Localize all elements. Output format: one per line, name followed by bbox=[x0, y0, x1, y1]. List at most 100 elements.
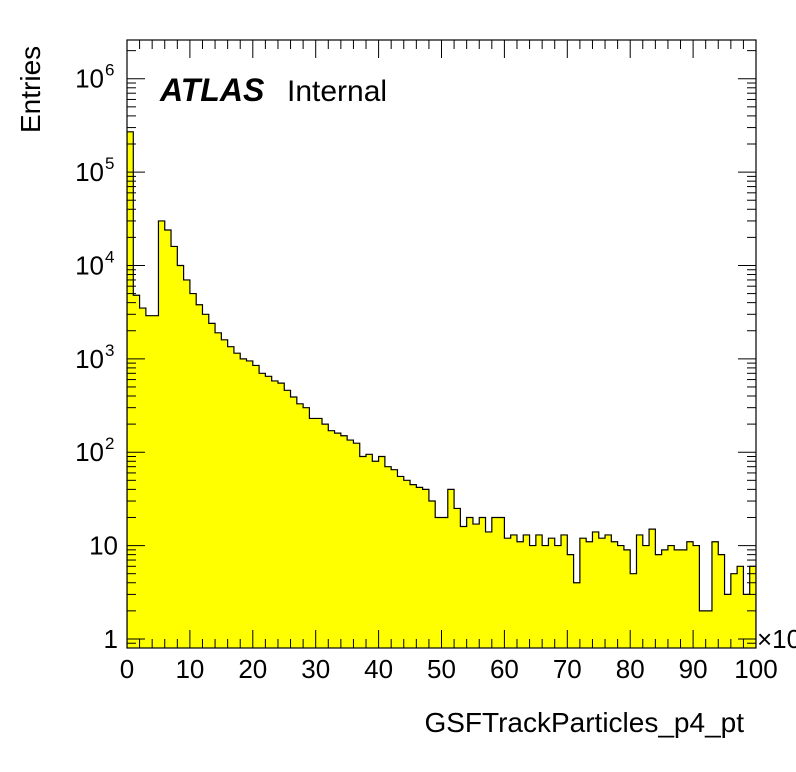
histogram-bin bbox=[271, 380, 279, 648]
histogram-bin bbox=[133, 295, 140, 648]
x-axis-tick-labels: 0 10 20 30 40 50 60 70 80 90 100 bbox=[120, 654, 778, 684]
histogram-bin bbox=[359, 456, 367, 648]
histogram-bin bbox=[384, 466, 392, 648]
histogram-bin bbox=[548, 538, 556, 648]
histogram-bin bbox=[227, 346, 235, 648]
y-tick-label: 10 bbox=[75, 64, 104, 94]
histogram-bin bbox=[504, 538, 512, 648]
y-tick-label: 10 bbox=[75, 157, 104, 187]
histogram-bin bbox=[321, 424, 329, 648]
histogram-bin bbox=[466, 517, 474, 648]
histogram-bin bbox=[542, 545, 549, 648]
histogram-bin bbox=[630, 573, 637, 648]
y-tick-label: 10 bbox=[75, 250, 104, 280]
histogram-bin bbox=[730, 573, 738, 648]
y-tick-exponent: 3 bbox=[105, 341, 114, 360]
histogram-bin bbox=[598, 538, 606, 648]
histogram-bin bbox=[145, 315, 153, 648]
histogram-bin bbox=[284, 390, 291, 648]
x-tick-label: 30 bbox=[301, 654, 330, 684]
histogram-bin bbox=[366, 454, 373, 648]
histogram-bin bbox=[661, 549, 669, 648]
histogram-bin bbox=[623, 549, 631, 648]
histogram-bin bbox=[397, 476, 405, 648]
histogram-bin bbox=[705, 610, 713, 648]
histogram-bin bbox=[472, 524, 480, 648]
y-tick-exponent: 2 bbox=[105, 434, 114, 453]
x-tick-label: 90 bbox=[679, 654, 708, 684]
histogram-bin bbox=[139, 308, 147, 648]
histogram-bin bbox=[328, 430, 335, 648]
atlas-label: ATLAS bbox=[159, 72, 265, 108]
y-tick-label: 10 bbox=[89, 531, 118, 561]
histogram-bin bbox=[246, 360, 254, 648]
histogram-bin bbox=[680, 549, 688, 648]
x-tick-label: 80 bbox=[616, 654, 645, 684]
histogram-bin bbox=[561, 534, 568, 648]
histogram-bin bbox=[233, 353, 241, 648]
y-tick-exponent: 4 bbox=[105, 247, 114, 266]
histogram-bin bbox=[334, 433, 342, 648]
histogram-bin bbox=[215, 332, 222, 648]
histogram-bin bbox=[686, 541, 694, 648]
histogram-bin bbox=[498, 517, 505, 648]
histogram-bin bbox=[378, 456, 386, 648]
histogram-bin bbox=[737, 566, 744, 648]
x-axis-title: GSFTrackParticles_p4_pt bbox=[424, 707, 744, 738]
x-axis-multiplier: ×10 bbox=[757, 624, 796, 654]
histogram-bin bbox=[441, 517, 449, 648]
histogram-bin bbox=[177, 265, 185, 648]
histogram-bin bbox=[303, 407, 310, 648]
y-tick-label: 10 bbox=[75, 344, 104, 374]
histogram-bin bbox=[485, 531, 493, 648]
histogram-bin bbox=[636, 534, 644, 648]
x-axis-ticks bbox=[126, 40, 757, 648]
histogram-bin bbox=[460, 526, 468, 648]
histogram-bin bbox=[724, 594, 732, 648]
histogram-bin bbox=[435, 517, 442, 648]
histogram-bin bbox=[491, 517, 499, 648]
y-axis-title: Entries bbox=[15, 46, 46, 133]
histogram-bin bbox=[127, 131, 134, 648]
histogram-bin bbox=[202, 314, 210, 648]
x-tick-label: 10 bbox=[175, 654, 204, 684]
histogram-bin bbox=[617, 545, 625, 648]
histogram-bin bbox=[309, 418, 317, 648]
histogram-bin bbox=[208, 323, 216, 648]
histogram-bin bbox=[296, 403, 304, 648]
histogram-bin bbox=[743, 594, 751, 648]
histogram-bin bbox=[674, 549, 681, 648]
histogram-bin bbox=[183, 279, 191, 648]
y-axis-ticks bbox=[127, 50, 756, 649]
histogram-bin bbox=[158, 220, 166, 648]
histogram-bin bbox=[347, 440, 354, 648]
histogram-bin bbox=[655, 554, 663, 648]
internal-label: Internal bbox=[287, 75, 387, 108]
histogram-bin bbox=[403, 480, 411, 648]
y-tick-exponent: 5 bbox=[105, 154, 114, 173]
histogram-bin bbox=[152, 315, 159, 648]
histogram-bin bbox=[447, 489, 455, 648]
histogram-bin bbox=[454, 508, 461, 648]
histogram-bin bbox=[693, 545, 700, 648]
histogram-bin bbox=[605, 534, 612, 648]
y-tick-label: 1 bbox=[104, 624, 118, 654]
histogram-bin bbox=[428, 501, 436, 648]
histogram-bin bbox=[718, 554, 725, 648]
histogram-bin bbox=[749, 566, 756, 648]
x-tick-label: 50 bbox=[427, 654, 456, 684]
histogram-bin bbox=[391, 469, 398, 648]
histogram-bin bbox=[649, 529, 656, 648]
histogram-bin bbox=[196, 304, 203, 648]
histogram-bin bbox=[699, 610, 707, 648]
histogram-bin bbox=[353, 443, 361, 648]
histogram-bars bbox=[127, 131, 756, 648]
histogram-bin bbox=[711, 541, 719, 648]
y-tick-label: 10 bbox=[75, 437, 104, 467]
x-tick-label: 0 bbox=[120, 654, 134, 684]
x-tick-label: 40 bbox=[364, 654, 393, 684]
histogram-bin bbox=[171, 246, 178, 648]
x-tick-label: 60 bbox=[490, 654, 519, 684]
histogram-bin bbox=[579, 538, 587, 648]
